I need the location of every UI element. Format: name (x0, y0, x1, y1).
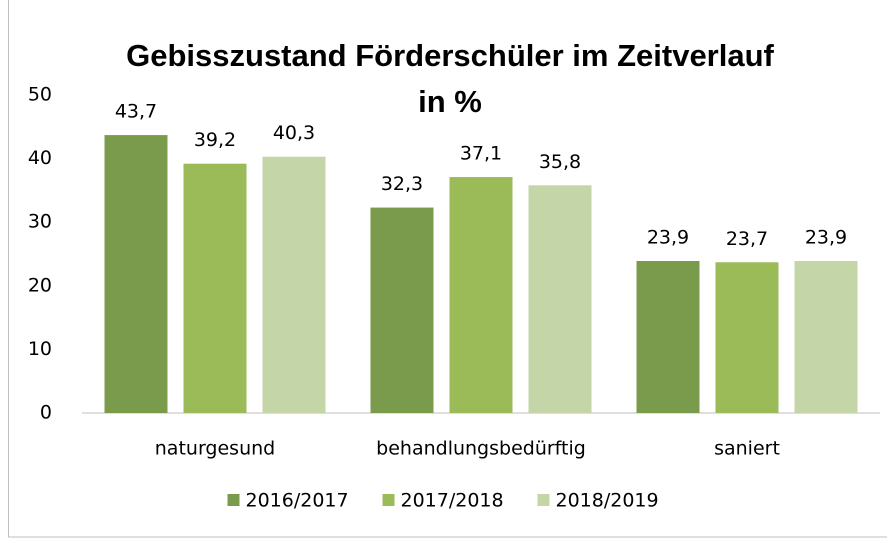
chart-border (8, 0, 887, 538)
x-tick-label: saniert (714, 438, 780, 460)
x-tick-label: behandlungsbedürftig (376, 438, 586, 460)
bar (715, 262, 779, 413)
data-label: 23,7 (726, 228, 768, 250)
bar (370, 207, 434, 413)
bar (183, 163, 247, 413)
bar (636, 260, 700, 413)
legend-swatch (382, 494, 395, 506)
data-label: 23,9 (647, 226, 689, 248)
y-tick-label: 40 (28, 147, 52, 169)
data-label: 23,9 (805, 226, 847, 248)
chart-title: in % (418, 84, 482, 119)
y-tick-label: 20 (28, 274, 52, 296)
y-tick-label: 0 (40, 402, 52, 424)
y-tick-label: 30 (28, 211, 52, 233)
data-label: 32,3 (381, 173, 423, 195)
legend-label: 2016/2017 (246, 490, 349, 512)
y-tick-label: 10 (28, 338, 52, 360)
legend-label: 2017/2018 (401, 490, 504, 512)
bar (262, 156, 326, 413)
bar (104, 135, 168, 413)
legend-label: 2018/2019 (556, 490, 659, 512)
data-label: 35,8 (539, 151, 581, 173)
x-tick-label: naturgesund (155, 438, 275, 460)
data-label: 37,1 (460, 143, 502, 165)
y-tick-label: 50 (28, 84, 52, 106)
bar (794, 260, 858, 413)
data-label: 40,3 (273, 122, 315, 144)
bar (449, 177, 513, 413)
chart-title: Gebisszustand Förderschüler im Zeitverla… (126, 38, 774, 73)
legend-swatch (227, 494, 240, 506)
data-label: 43,7 (115, 101, 157, 123)
data-label: 39,2 (194, 129, 236, 151)
legend-swatch (537, 494, 550, 506)
bar (528, 185, 592, 413)
